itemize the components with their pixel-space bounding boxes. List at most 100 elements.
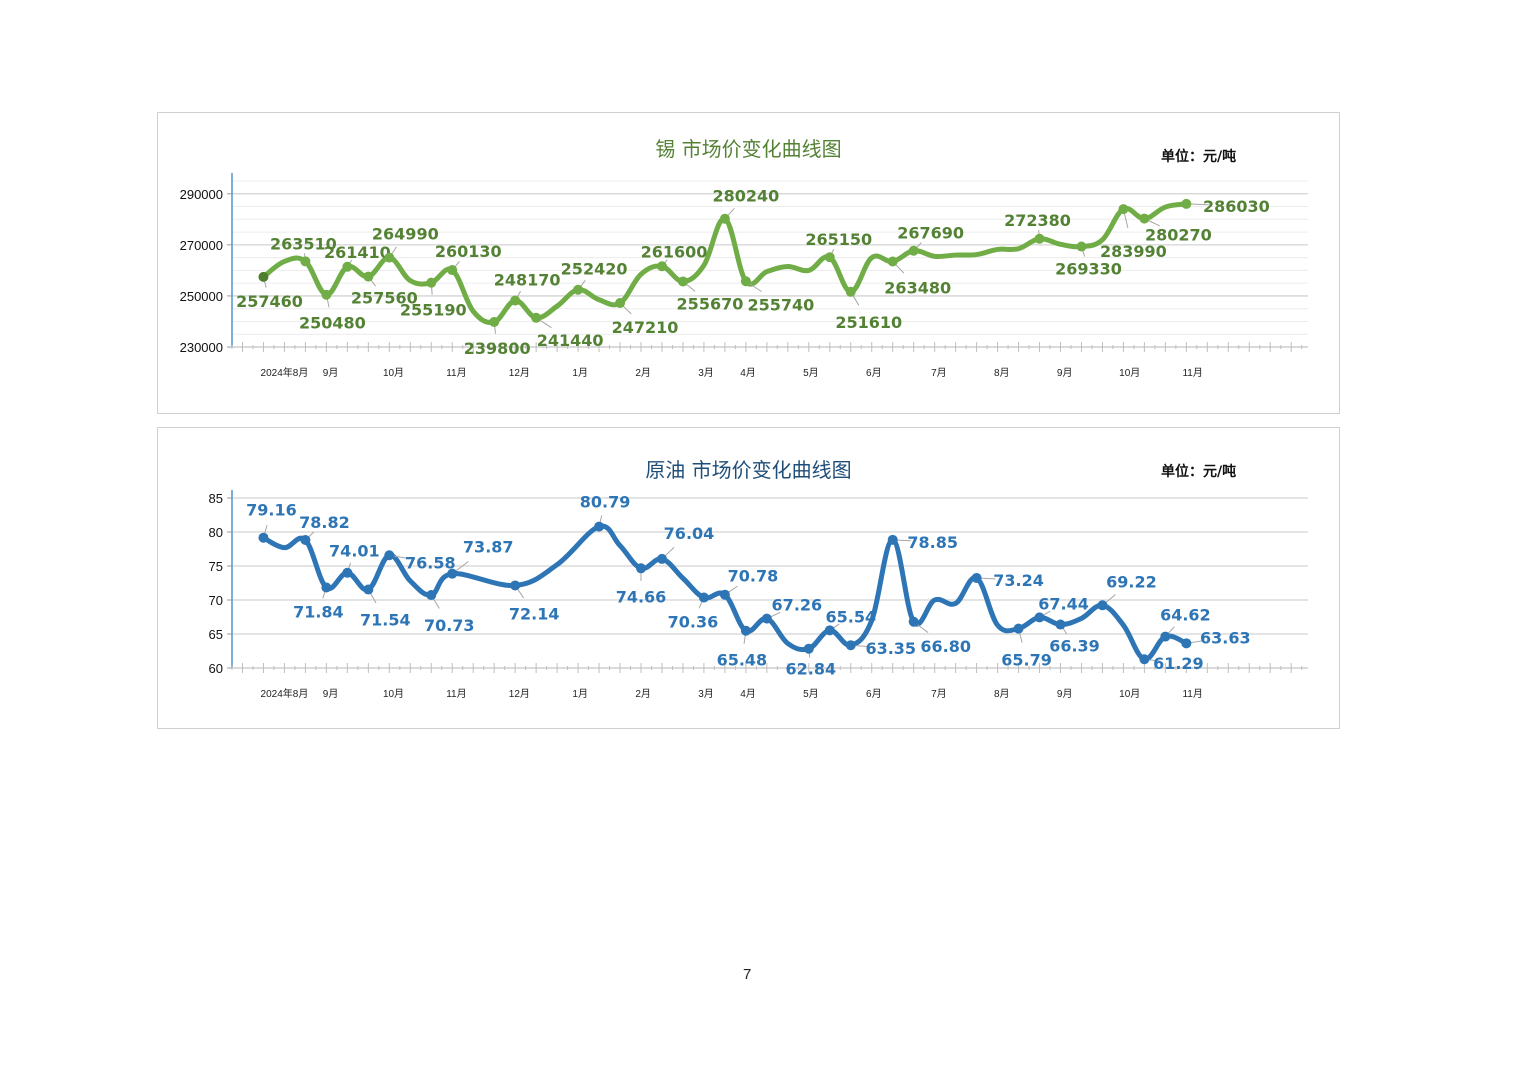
y-tick-label: 65 [209,627,223,642]
x-tick-label: 10月 [383,367,404,379]
data-point [845,286,856,297]
data-point [342,261,353,272]
data-point [887,256,898,267]
x-tick-label: 2月 [635,688,651,700]
data-label: 78.82 [299,513,350,532]
data-point [656,261,667,272]
data-point [363,271,374,282]
data-point [321,582,332,593]
data-point [594,521,605,532]
x-tick-label: 3月 [698,367,714,379]
data-label: 283990 [1100,242,1167,261]
x-tick-label: 2024年8月 [261,366,309,379]
data-point [677,276,688,287]
y-tick-label: 250000 [180,289,223,304]
data-point [300,535,311,546]
data-point [363,584,374,595]
data-label: 265150 [805,230,872,249]
data-label: 252420 [561,260,628,279]
data-label: 79.16 [246,501,297,520]
x-tick-label: 12月 [509,688,530,700]
page-number: 7 [743,966,752,983]
x-tick-label: 9月 [1057,367,1073,379]
x-tick-label: 8月 [994,367,1010,379]
oil-chart-title: 原油 市场价变化曲线图 [645,458,852,482]
data-point [615,298,626,309]
data-point [1181,198,1192,209]
data-point [1160,631,1171,642]
data-point [908,245,919,256]
tin-chart-unit: 单位：元/吨 [1161,149,1237,165]
x-tick-label: 7月 [931,367,947,379]
data-label: 71.54 [360,611,411,630]
tin-chart-panel: 锡 市场价变化曲线图 单位：元/吨 230000 250000 270000 2900… [157,112,1340,414]
data-label: 62.84 [785,660,836,679]
data-label: 261410 [324,243,391,262]
data-point [887,534,898,545]
data-point [1139,654,1150,665]
data-label: 71.84 [293,602,344,621]
data-point [761,613,772,624]
data-label: 73.87 [463,538,514,557]
data-label: 280270 [1145,226,1212,245]
data-label: 64.62 [1160,606,1211,625]
data-label: 261600 [641,242,708,261]
data-label: 260130 [435,242,502,261]
x-tick-label: 6月 [866,367,882,379]
data-label: 65.79 [1001,651,1052,670]
data-label: 272380 [1004,211,1071,230]
data-label: 255670 [677,294,744,313]
x-tick-label: 5月 [803,367,819,379]
oil-chart-svg: 60 65 70 75 80 85 2024年8月 9月 10月 11月 12月 1月 2月 3月 4月 5月… [209,490,1308,700]
x-tick-label: 11月 [446,367,466,379]
data-point [426,590,437,601]
data-label: 269330 [1055,260,1122,279]
x-tick-label: 8月 [994,688,1010,700]
data-point [489,316,500,327]
x-tick-label: 3月 [698,688,714,700]
data-point [971,572,982,583]
data-point [1076,241,1087,252]
data-point [740,276,751,287]
oil-chart-panel: 原油 市场价变化曲线图 单位：元/吨 60 65 70 75 80 85 2024年8月 9月… [157,427,1340,729]
data-label: 280240 [713,187,780,206]
x-tick-label: 4月 [740,367,756,379]
data-label: 67.26 [772,596,823,615]
data-label: 267690 [897,224,964,243]
y-tick-label: 80 [209,525,223,540]
y-tick-label: 85 [209,491,223,506]
x-tick-label: 11月 [446,688,466,700]
data-label: 251610 [835,313,902,332]
data-label: 67.44 [1038,594,1089,613]
data-label: 70.73 [424,616,475,635]
data-label: 257560 [351,289,418,308]
data-point [258,271,269,282]
x-tick-label: 10月 [1119,688,1140,700]
data-label: 63.63 [1200,628,1251,647]
data-label: 74.66 [616,587,667,606]
data-point [510,580,521,591]
data-point [1034,233,1045,244]
data-label: 80.79 [580,493,631,512]
data-point [384,252,395,263]
data-point [908,616,919,627]
data-label: 78.85 [907,533,958,552]
data-point [698,592,709,603]
data-point [258,532,269,543]
x-tick-label: 9月 [323,688,339,700]
data-label: 239800 [464,339,531,358]
data-label: 65.54 [825,607,876,626]
data-point [803,643,814,654]
data-label: 263480 [884,278,951,297]
data-point [1034,612,1045,623]
data-point [426,277,437,288]
data-point [1097,600,1108,611]
x-tick-label: 4月 [740,688,756,700]
data-point [531,312,542,323]
data-label: 241440 [537,331,604,350]
x-tick-label: 1月 [572,688,588,700]
x-tick-label: 1月 [572,367,588,379]
data-label: 70.78 [728,567,779,586]
data-point [342,567,353,578]
data-point [824,625,835,636]
